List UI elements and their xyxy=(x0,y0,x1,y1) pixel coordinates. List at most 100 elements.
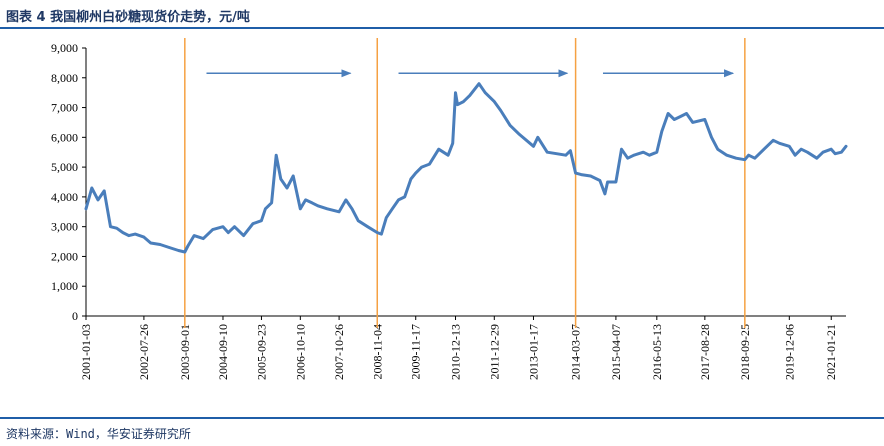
data-point xyxy=(103,189,106,193)
x-tick-label: 2002-07-26 xyxy=(137,324,151,380)
x-tick-label: 2016-05-13 xyxy=(650,324,664,380)
chart-axes: 0 1,000 2,000 3,000 4,000 5,000 6,000 7,000 8,00… xyxy=(51,41,846,380)
data-point xyxy=(493,100,496,103)
data-point xyxy=(762,148,766,151)
data-point xyxy=(186,244,190,248)
data-point xyxy=(285,186,289,190)
x-tick-label: 2008-11-04 xyxy=(370,324,384,380)
data-point xyxy=(380,232,383,236)
data-point xyxy=(569,149,572,152)
data-point xyxy=(211,228,214,231)
data-point xyxy=(350,207,354,210)
data-point xyxy=(793,154,797,157)
data-point xyxy=(357,219,360,222)
data-point xyxy=(310,201,314,204)
data-point xyxy=(747,154,750,157)
data-point xyxy=(532,145,535,148)
y-tick-label: 9,000 xyxy=(51,41,78,55)
bottom-divider xyxy=(0,417,884,419)
data-point xyxy=(337,210,341,213)
data-point xyxy=(251,222,255,225)
data-point xyxy=(275,154,278,157)
data-point xyxy=(546,151,549,154)
data-point xyxy=(385,216,388,219)
y-tick-label: 6,000 xyxy=(51,130,78,144)
data-point xyxy=(326,207,329,210)
price-series xyxy=(84,82,848,254)
data-point xyxy=(734,157,738,160)
y-tick-label: 1,000 xyxy=(51,279,78,293)
data-point xyxy=(673,118,676,121)
data-point xyxy=(446,154,450,157)
data-point xyxy=(603,192,607,196)
data-point xyxy=(279,177,282,181)
data-point xyxy=(437,148,440,151)
x-tick-label: 2011-12-29 xyxy=(487,324,501,380)
y-tick-label: 3,000 xyxy=(51,220,78,234)
data-point xyxy=(316,204,320,207)
data-point xyxy=(620,148,623,151)
data-point xyxy=(409,177,413,181)
data-point xyxy=(772,139,775,142)
source-note: 资料来源：Wind，华安证券研究所 xyxy=(6,427,191,441)
x-tick-label: 2005-09-23 xyxy=(254,324,268,380)
x-tick-label: 2015-04-07 xyxy=(609,324,623,380)
data-point xyxy=(834,152,837,155)
data-point xyxy=(158,243,162,246)
data-point xyxy=(84,207,88,210)
data-point xyxy=(778,142,781,145)
cycle-marker-lines xyxy=(184,38,746,328)
data-point xyxy=(270,201,273,204)
data-point xyxy=(414,171,417,175)
data-point xyxy=(648,154,651,157)
data-point xyxy=(177,249,180,252)
data-point xyxy=(397,198,400,202)
data-point xyxy=(264,207,267,210)
x-tick-label: 2013-01-17 xyxy=(526,324,540,380)
y-tick-label: 2,000 xyxy=(51,249,78,263)
figure-title: 图表 4 我国柳州白砂糖现货价走势，元/吨 xyxy=(6,10,250,25)
data-point xyxy=(743,158,746,161)
data-point xyxy=(292,174,295,178)
data-point xyxy=(456,103,459,106)
data-point xyxy=(815,157,818,160)
data-point xyxy=(589,174,592,178)
x-tick-label: 2010-12-13 xyxy=(449,324,463,380)
data-point xyxy=(90,186,94,190)
data-point xyxy=(606,180,609,184)
data-point xyxy=(134,232,137,236)
x-tick-label: 2018-09-25 xyxy=(738,324,752,380)
y-tick-label: 8,000 xyxy=(51,71,78,85)
data-point xyxy=(233,225,236,228)
data-point xyxy=(691,121,694,124)
y-tick-label: 5,000 xyxy=(51,160,78,174)
data-point xyxy=(806,151,809,154)
data-point xyxy=(710,136,713,139)
data-point xyxy=(202,237,205,240)
data-point xyxy=(403,195,406,199)
data-point xyxy=(788,145,791,148)
data-point xyxy=(462,100,465,103)
data-point xyxy=(260,219,263,222)
data-point xyxy=(660,130,663,133)
data-point xyxy=(598,179,602,182)
data-point xyxy=(192,234,196,237)
x-tick-label: 2014-03-07 xyxy=(569,324,583,380)
data-point xyxy=(366,225,369,228)
data-point xyxy=(242,234,245,237)
data-point xyxy=(391,207,394,210)
y-tick-label: 4,000 xyxy=(51,190,78,204)
data-point xyxy=(626,157,629,160)
data-point xyxy=(725,154,728,157)
data-point xyxy=(555,152,558,155)
x-tick-label: 2006-10-10 xyxy=(293,324,307,380)
data-point xyxy=(821,151,825,154)
data-point xyxy=(142,235,146,239)
data-point xyxy=(518,133,521,136)
data-point xyxy=(564,154,567,157)
data-point xyxy=(753,157,756,160)
x-tick-label: 2009-11-17 xyxy=(409,324,423,380)
data-point xyxy=(508,124,512,127)
data-point xyxy=(304,198,307,202)
